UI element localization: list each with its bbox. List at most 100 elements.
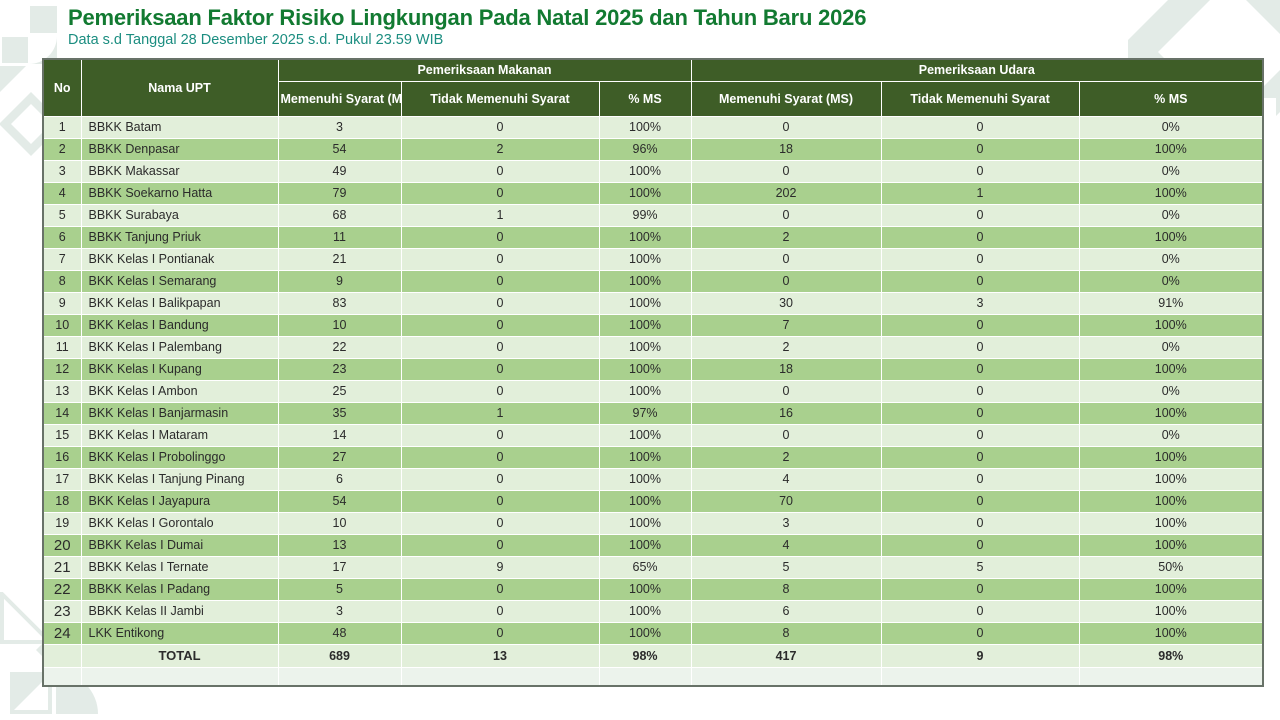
cell-makanan-ms: 22 [277,335,402,359]
table-row: 20 BBKK Kelas I Dumai 13 0 100% 4 0 100% [42,533,1264,557]
cell-udara-ms: 18 [690,137,882,161]
table-row: 9 BKK Kelas I Balikpapan 83 0 100% 30 3 91% [42,291,1264,315]
cell-makanan-ms: 48 [277,621,402,645]
cell-no: 12 [42,357,82,381]
cell-udara-tms: 0 [880,379,1080,403]
cell-udara-ms: 7 [690,313,882,337]
cell-makanan-tms: 0 [400,115,600,139]
cell-no: 22 [42,577,82,601]
total-label: TOTAL [80,643,279,668]
cell-udara-ms: 202 [690,181,882,205]
cell-makanan-pct: 97% [598,401,692,425]
cell-makanan-ms: 14 [277,423,402,447]
cell-udara-ms: 2 [690,335,882,359]
cell-no: 20 [42,533,82,557]
total-makanan-ms: 689 [277,643,402,668]
cell-makanan-ms: 27 [277,445,402,469]
table-row: 14 BKK Kelas I Banjarmasin 35 1 97% 16 0 100% [42,401,1264,425]
cell-makanan-ms: 54 [277,489,402,513]
cell-udara-ms: 0 [690,115,882,139]
table-row: 24 LKK Entikong 48 0 100% 8 0 100% [42,621,1264,645]
table-row: 7 BKK Kelas I Pontianak 21 0 100% 0 0 0% [42,247,1264,271]
cell-makanan-ms: 23 [277,357,402,381]
cell-makanan-tms: 0 [400,599,600,623]
header-group-udara: Pemeriksaan Udara [690,58,1264,82]
cell-udara-tms: 0 [880,401,1080,425]
cell-upt-name: BKK Kelas I Bandung [80,313,279,337]
cell-udara-tms: 0 [880,445,1080,469]
cell-udara-tms: 0 [880,577,1080,601]
cell-no: 2 [42,137,82,161]
cell-no: 10 [42,313,82,337]
cell-makanan-tms: 0 [400,445,600,469]
cell-udara-ms: 3 [690,511,882,535]
cell-udara-pct: 100% [1078,599,1264,623]
total-no-cell [42,643,82,668]
cell-makanan-ms: 11 [277,225,402,249]
cell-no: 14 [42,401,82,425]
cell-udara-ms: 30 [690,291,882,315]
cell-makanan-tms: 1 [400,203,600,227]
cell-upt-name: BKK Kelas I Banjarmasin [80,401,279,425]
cell-makanan-ms: 79 [277,181,402,205]
cell-udara-pct: 100% [1078,137,1264,161]
cell-udara-tms: 3 [880,291,1080,315]
table-row: 21 BBKK Kelas I Ternate 17 9 65% 5 5 50% [42,555,1264,579]
cell-makanan-pct: 100% [598,423,692,447]
table-header: No Nama UPT Pemeriksaan Makanan Pemeriks… [42,58,1264,117]
cell-makanan-ms: 83 [277,291,402,315]
cell-no: 18 [42,489,82,513]
cell-makanan-pct: 100% [598,115,692,139]
cell-makanan-ms: 35 [277,401,402,425]
cell-no: 4 [42,181,82,205]
total-udara-tms: 9 [880,643,1080,668]
cell-upt-name: BKK Kelas I Jayapura [80,489,279,513]
cell-makanan-tms: 0 [400,621,600,645]
cell-udara-tms: 0 [880,533,1080,557]
cell-udara-tms: 0 [880,599,1080,623]
cell-udara-pct: 100% [1078,357,1264,381]
table-row: 13 BKK Kelas I Ambon 25 0 100% 0 0 0% [42,379,1264,403]
cell-udara-pct: 0% [1078,423,1264,447]
cell-makanan-pct: 100% [598,357,692,381]
table-row: 19 BKK Kelas I Gorontalo 10 0 100% 3 0 100% [42,511,1264,535]
cell-no: 17 [42,467,82,491]
cell-upt-name: BKK Kelas I Balikpapan [80,291,279,315]
cell-makanan-tms: 0 [400,225,600,249]
cell-udara-ms: 8 [690,621,882,645]
cell-udara-tms: 5 [880,555,1080,579]
cell-upt-name: BBKK Kelas I Ternate [80,555,279,579]
cell-upt-name: BBKK Kelas I Dumai [80,533,279,557]
cell-makanan-pct: 100% [598,335,692,359]
cell-udara-tms: 0 [880,137,1080,161]
header-udara-tms: Tidak Memenuhi Syarat [880,80,1080,117]
cell-udara-pct: 100% [1078,401,1264,425]
cell-makanan-pct: 100% [598,379,692,403]
cell-upt-name: BBKK Kelas II Jambi [80,599,279,623]
cell-makanan-tms: 0 [400,511,600,535]
cell-makanan-pct: 100% [598,313,692,337]
cell-makanan-pct: 100% [598,181,692,205]
cell-upt-name: BBKK Makassar [80,159,279,183]
cell-udara-pct: 0% [1078,159,1264,183]
cell-udara-tms: 0 [880,511,1080,535]
cell-makanan-tms: 0 [400,335,600,359]
cell-no: 16 [42,445,82,469]
cell-no: 5 [42,203,82,227]
cell-makanan-pct: 100% [598,269,692,293]
cell-udara-pct: 100% [1078,313,1264,337]
cell-no: 19 [42,511,82,535]
cell-makanan-tms: 0 [400,357,600,381]
cell-makanan-ms: 9 [277,269,402,293]
cell-makanan-ms: 21 [277,247,402,271]
table-row: 11 BKK Kelas I Palembang 22 0 100% 2 0 0% [42,335,1264,359]
cell-udara-ms: 0 [690,203,882,227]
table-row: 3 BBKK Makassar 49 0 100% 0 0 0% [42,159,1264,183]
cell-udara-pct: 0% [1078,115,1264,139]
total-udara-pct: 98% [1078,643,1264,668]
cell-makanan-tms: 0 [400,269,600,293]
total-makanan-tms: 13 [400,643,600,668]
cell-udara-tms: 0 [880,423,1080,447]
cell-no: 13 [42,379,82,403]
cell-udara-pct: 0% [1078,203,1264,227]
